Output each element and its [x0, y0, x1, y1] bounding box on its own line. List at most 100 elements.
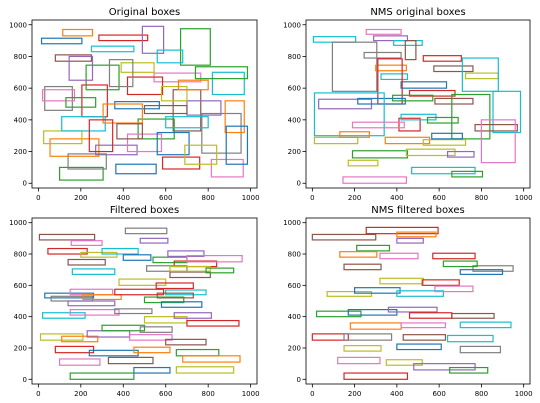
subplot-filtered-boxes: Filtered boxes 0 200 400 600 800 1000 0 200 400 6… [9, 205, 259, 398]
bounding-box [62, 28, 94, 37]
bounding-box [98, 34, 149, 42]
boxes-layer [312, 28, 522, 184]
y-tick-label: 800 [14, 53, 27, 61]
bounding-box [422, 55, 462, 62]
bounding-box [107, 356, 154, 365]
bounding-box [337, 356, 381, 365]
panel-title: Filtered boxes [110, 205, 179, 216]
bounding-box [85, 64, 120, 91]
x-tick-label: 800 [475, 390, 488, 398]
bounding-box [184, 144, 218, 165]
x-tick-label: 600 [159, 194, 172, 202]
bounding-box [133, 366, 171, 374]
bounding-box [365, 226, 439, 235]
bounding-box [152, 256, 188, 264]
y-tick-label: 0 [297, 376, 301, 384]
bounding-box [90, 45, 135, 53]
bounding-box [156, 131, 190, 156]
bounding-box [101, 324, 146, 332]
bounding-box [129, 334, 173, 341]
bounding-box [451, 312, 495, 319]
x-tick-label: 0 [310, 390, 314, 398]
y-tick-label: 800 [288, 53, 301, 61]
bounding-box [351, 121, 405, 129]
bounding-box [398, 117, 421, 132]
y-tick-label: 400 [288, 116, 301, 124]
bounding-box [70, 240, 103, 247]
y-tick-label: 200 [14, 344, 27, 352]
bounding-box [116, 123, 143, 140]
bounding-box [139, 326, 173, 333]
bounding-box [40, 37, 83, 45]
bounding-box [49, 138, 100, 157]
bounding-box [393, 40, 423, 46]
bounding-box [404, 40, 417, 61]
bounding-box [114, 288, 165, 296]
bounding-box [349, 322, 402, 330]
x-tick-label: 200 [74, 194, 87, 202]
bounding-box [347, 159, 379, 167]
bounding-box [343, 372, 409, 380]
bounding-box [160, 85, 188, 102]
bounding-box [88, 349, 139, 357]
bounding-box [396, 231, 437, 238]
y-tick-label: 400 [14, 313, 27, 321]
bounding-box [451, 170, 484, 178]
bounding-box [426, 116, 459, 124]
bounding-box [434, 97, 474, 105]
y-tick-label: 200 [288, 344, 301, 352]
bounding-box [143, 296, 185, 304]
panel-title: NMS original boxes [370, 7, 465, 18]
bounding-box [42, 89, 76, 102]
bounding-box [224, 100, 245, 134]
y-tick-label: 1000 [9, 21, 27, 29]
bounding-box [68, 55, 94, 81]
axes-frame [305, 217, 531, 385]
bounding-box [343, 333, 393, 341]
bounding-box [67, 258, 106, 266]
bounding-box [133, 346, 171, 354]
subplot-nms-filtered-boxes: NMS filtered boxes 0 200 400 600 800 1000 0 200… [283, 205, 532, 398]
bounding-box [379, 277, 424, 285]
bounding-box [155, 282, 194, 290]
bounding-box [385, 359, 423, 366]
x-tick-label: 1000 [242, 390, 260, 398]
bounding-box [311, 333, 349, 341]
bounding-box [432, 252, 476, 260]
bounding-box [141, 25, 165, 54]
x-tick-label: 200 [74, 390, 87, 398]
bounding-box [182, 355, 241, 363]
x-tick-label: 400 [390, 390, 403, 398]
bounding-box [375, 64, 407, 72]
bounding-box [194, 66, 249, 80]
y-tick-label: 600 [288, 85, 301, 93]
bounding-box [365, 28, 402, 35]
bounding-box [169, 271, 211, 279]
bounding-box [225, 125, 249, 165]
bounding-box [312, 36, 357, 43]
x-tick-label: 1000 [515, 390, 533, 398]
bounding-box [373, 35, 409, 42]
bounding-box [156, 49, 184, 64]
bounding-box [464, 72, 499, 80]
bounding-box [108, 59, 134, 88]
bounding-box [167, 250, 205, 257]
panel-title: NMS filtered boxes [371, 205, 465, 216]
bounding-box [492, 90, 522, 134]
bounding-box [65, 97, 97, 108]
bounding-box [143, 104, 188, 115]
bounding-box [313, 136, 359, 145]
bounding-box [459, 345, 502, 354]
bounding-box [480, 119, 516, 164]
bounding-box [431, 132, 463, 140]
bounding-box [459, 321, 512, 329]
bounding-box [137, 118, 175, 140]
bounding-box [433, 65, 474, 73]
bounding-box [400, 81, 448, 89]
bounding-box [126, 76, 164, 96]
subplot-original-boxes: Original boxes 0 200 400 600 800 1000 0 200 400 6… [9, 7, 259, 202]
bounding-box [400, 322, 447, 329]
bounding-box [339, 251, 378, 258]
bounding-box [396, 290, 444, 297]
bounding-box [205, 267, 235, 274]
